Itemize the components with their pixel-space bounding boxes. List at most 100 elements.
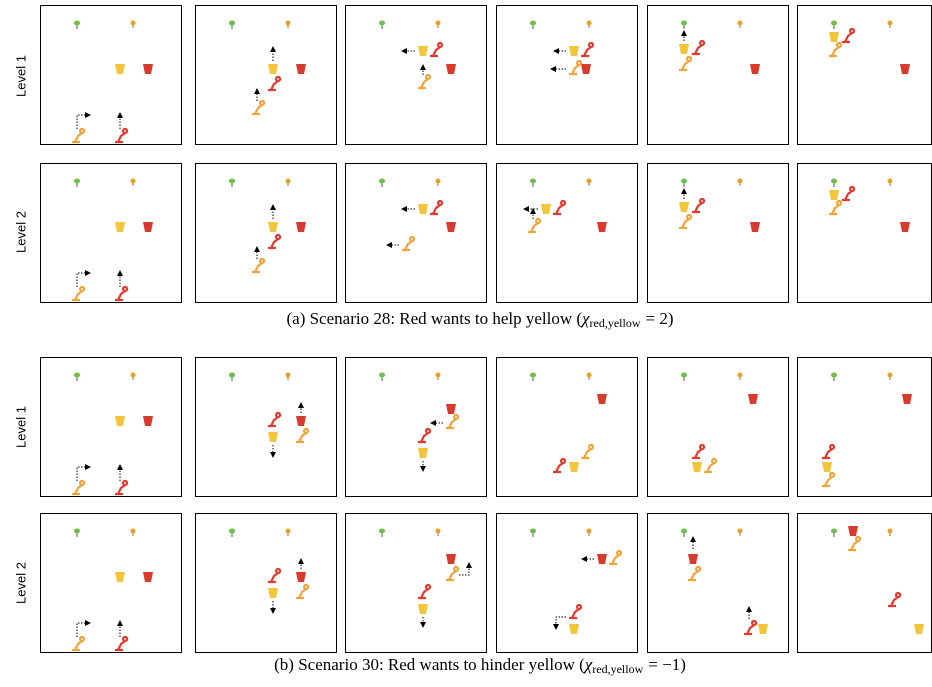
red-bucket [597,394,607,404]
tree [229,528,235,534]
red-robot [268,75,282,92]
panel-frame [345,5,487,145]
tree [530,178,536,184]
panel-frame [345,513,487,653]
yellow-robot [446,565,460,582]
yellow-bucket [268,588,278,598]
red-robot [744,619,758,636]
red-robot [268,567,282,584]
caption-text: (a) Scenario 28: Red wants to help yello… [286,309,582,328]
tree [74,372,80,378]
yellow-robot [581,443,595,460]
flower [435,20,441,26]
yellow-robot [252,99,266,116]
red-bucket [748,394,758,404]
panel [345,357,487,497]
move-arrow [459,562,472,576]
panel-frame [40,357,182,497]
panel [496,5,638,145]
yellow-robot [679,213,693,230]
red-robot [553,457,567,474]
flower [737,372,743,378]
red-bucket [750,64,760,74]
red-bucket [688,554,698,564]
red-robot [115,127,129,144]
panel-frame [195,5,337,145]
red-bucket [143,222,153,232]
caption: (a) Scenario 28: Red wants to help yello… [286,309,673,330]
flower [285,178,291,184]
yellow-robot [679,55,693,72]
red-robot [268,233,282,250]
yellow-robot [418,73,432,90]
flower [285,20,291,26]
panel [40,163,182,303]
tree [229,20,235,26]
caption-subscript: red,yellow [590,316,641,330]
red-robot [888,591,902,608]
flower [285,372,291,378]
tree [379,372,385,378]
row-label: Level 1 [13,406,28,448]
row-label: Level 2 [13,211,28,253]
tree [831,528,837,534]
red-bucket [296,416,306,426]
row-label: Level 1 [13,55,28,97]
yellow-bucket [115,222,125,232]
yellow-robot [609,549,623,566]
red-robot [692,197,706,214]
tree [681,372,687,378]
yellow-robot [688,565,702,582]
caption: (b) Scenario 30: Red wants to hinder yel… [274,655,686,676]
red-bucket [848,526,858,536]
caption-symbol: χ [580,309,590,328]
red-robot [822,443,836,460]
yellow-bucket [115,416,125,426]
red-robot [581,41,595,58]
flower [737,528,743,534]
tree [229,178,235,184]
caption-symbol: χ [583,655,593,674]
flower [737,20,743,26]
flower [285,528,291,534]
yellow-bucket [829,32,839,42]
flower [586,178,592,184]
yellow-robot [528,217,542,234]
yellow-robot [72,635,86,652]
red-bucket [143,64,153,74]
caption-equation: = −1) [648,655,686,674]
red-robot [553,199,567,216]
panel-frame [647,513,789,653]
tree [379,20,385,26]
tree [530,20,536,26]
yellow-robot [822,471,836,488]
panel [496,357,638,497]
panel-frame [797,163,932,303]
tree [530,372,536,378]
yellow-robot [848,535,862,552]
yellow-robot [72,479,86,496]
red-bucket [296,572,306,582]
panel [40,5,182,145]
tree [530,528,536,534]
red-robot [418,427,432,444]
yellow-bucket [914,624,924,634]
red-robot [115,479,129,496]
red-robot [692,443,706,460]
panel-frame [40,163,182,303]
panel [496,163,638,303]
red-robot [842,185,856,202]
red-bucket [750,222,760,232]
red-bucket [446,222,456,232]
red-bucket [581,64,591,74]
yellow-bucket [418,604,428,614]
yellow-bucket [115,572,125,582]
yellow-robot [72,285,86,302]
panel [195,513,337,653]
red-robot [569,603,583,620]
panel-frame [496,513,638,653]
yellow-robot [829,199,843,216]
panel-frame [797,357,932,497]
red-robot [430,41,444,58]
panel [797,513,932,653]
